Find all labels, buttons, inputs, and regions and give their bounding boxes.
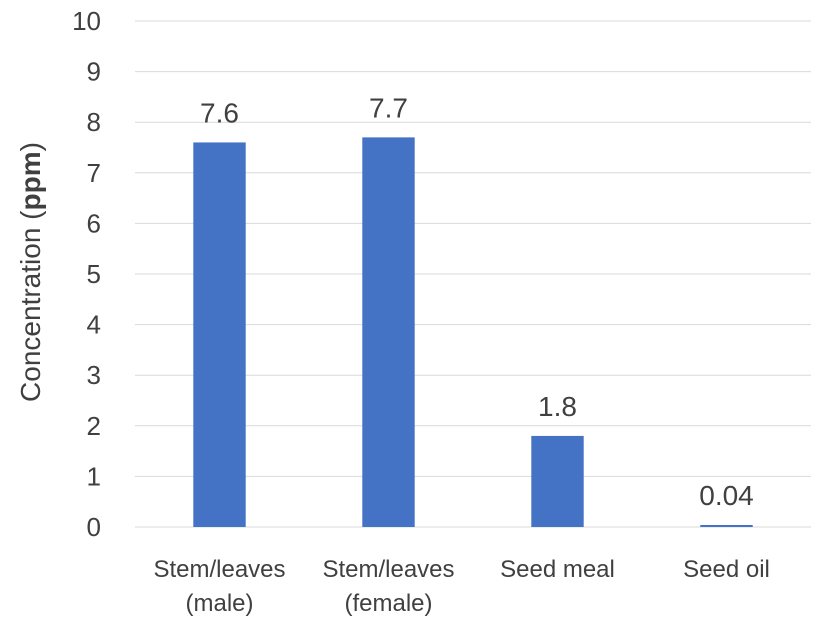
x-category-label-line: (female)	[344, 590, 432, 617]
y-axis-title-unit: ppm	[15, 151, 46, 210]
y-axis-title-prefix: Concentration	[15, 220, 46, 402]
gridlines	[135, 20, 811, 528]
data-label: 0.04	[699, 480, 754, 511]
x-category-label-line: (male)	[185, 590, 253, 617]
y-tick-label: 10	[72, 6, 101, 36]
y-axis-title-close-paren: )	[15, 142, 46, 151]
x-category-label: Stem/leaves (female)	[322, 556, 454, 617]
bar	[531, 435, 584, 527]
x-category-label: Seed oil	[683, 556, 770, 583]
y-tick-label: 6	[87, 208, 101, 238]
y-tick-label: 0	[87, 512, 101, 542]
bar	[362, 137, 415, 527]
data-labels: 7.6 7.7 1.8 0.04	[200, 92, 754, 511]
bar	[193, 142, 246, 527]
bar	[700, 524, 753, 527]
y-axis-ticks: 0 1 2 3 4 5 6 7 8 9 10	[72, 6, 101, 542]
y-tick-label: 2	[87, 411, 101, 441]
x-category-label: Stem/leaves (male)	[153, 556, 285, 617]
data-label: 7.7	[369, 92, 408, 123]
x-category-label-line: Stem/leaves	[153, 556, 285, 583]
x-category-label-line: Stem/leaves	[322, 556, 454, 583]
y-tick-label: 7	[87, 158, 101, 188]
y-tick-label: 3	[87, 360, 101, 390]
data-label: 7.6	[200, 97, 239, 128]
y-tick-label: 8	[87, 107, 101, 137]
data-label: 1.8	[538, 391, 577, 422]
y-axis-title: Concentration (ppm)	[15, 142, 46, 402]
y-tick-label: 9	[87, 57, 101, 87]
x-axis-categories: Stem/leaves (male) Stem/leaves (female) Seed…	[153, 556, 769, 617]
x-category-label-line: Seed oil	[683, 556, 770, 583]
y-tick-label: 1	[87, 461, 101, 491]
y-tick-label: 5	[87, 259, 101, 289]
y-tick-label: 4	[87, 310, 101, 340]
x-category-label-line: Seed meal	[500, 556, 615, 583]
bars	[193, 137, 753, 527]
x-category-label: Seed meal	[500, 556, 615, 583]
y-axis-title-open-paren: (	[15, 210, 46, 220]
